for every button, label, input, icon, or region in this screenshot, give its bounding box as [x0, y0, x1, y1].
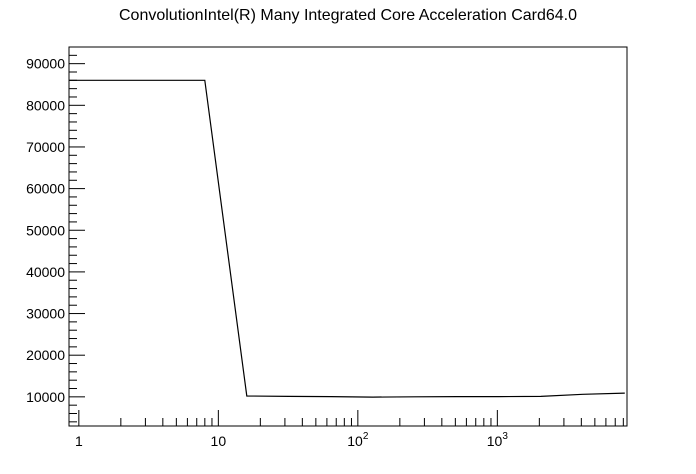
- y-tick-label: 80000: [26, 97, 65, 113]
- x-tick-label: 10: [211, 433, 227, 449]
- y-tick-label: 70000: [26, 139, 65, 155]
- y-tick-label: 20000: [26, 347, 65, 363]
- x-tick-label: 103: [487, 431, 509, 449]
- series-line: [69, 79, 625, 398]
- plot-frame: [68, 46, 628, 427]
- y-tick-label: 50000: [26, 222, 65, 238]
- y-tick-label: 60000: [26, 181, 65, 197]
- chart-title: ConvolutionIntel(R) Many Integrated Core…: [118, 7, 578, 24]
- y-tick-label: 90000: [26, 56, 65, 72]
- x-tick-label: 102: [347, 431, 369, 449]
- y-tick-label: 30000: [26, 306, 65, 322]
- y-tick-label: 40000: [26, 264, 65, 280]
- x-tick-label: 1: [75, 433, 83, 449]
- y-tick-label: 10000: [26, 389, 65, 405]
